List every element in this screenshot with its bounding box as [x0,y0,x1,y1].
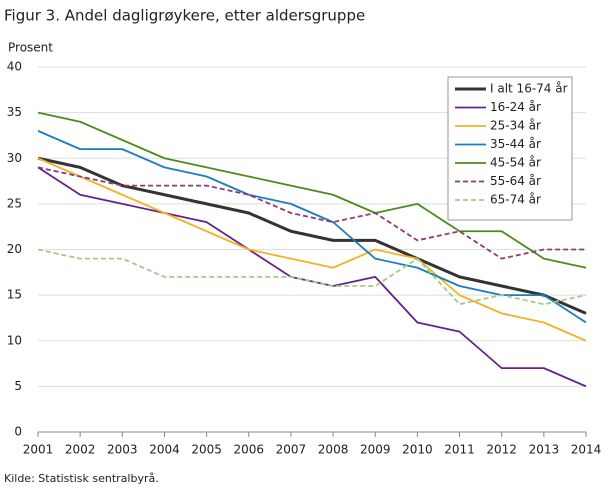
series-line [37,130,587,324]
series-line [37,111,587,269]
source: Kilde: Statistisk sentralbyrå. [4,472,159,485]
y-axis-label: Prosent [8,41,53,55]
legend-label: 16-24 år [490,100,541,114]
legend-label: 35-44 år [490,137,541,151]
series-line [37,157,587,342]
y-tick-label: 5 [14,379,22,393]
chart-title: Figur 3. Andel dagligrøykere, etter alde… [4,7,365,25]
legend-label: 65-74 år [490,193,541,207]
x-tick-label: 2002 [65,443,96,457]
y-tick-label: 15 [7,288,22,302]
x-tick-label: 2001 [23,443,54,457]
legend-label: 55-64 år [490,174,541,188]
x-tick-label: 2012 [486,443,517,457]
y-tick-label: 10 [7,333,22,347]
x-tick-label: 2011 [444,443,475,457]
legend-label: 25-34 år [490,119,541,133]
y-tick-label: 40 [7,60,22,74]
x-tick-label: 2009 [360,443,391,457]
x-tick-label: 2007 [276,443,307,457]
series-line [37,156,587,315]
series-line [37,166,587,388]
series-line [37,166,586,260]
y-tick-label: 20 [7,242,22,256]
legend-label: 45-54 år [490,156,541,170]
legend-box [447,76,573,221]
series-line [37,248,587,306]
x-tick-label: 2005 [191,443,222,457]
y-tick-label: 0 [14,425,22,439]
x-tick-label: 2010 [402,443,433,457]
y-tick-label: 25 [7,196,22,210]
x-tick-label: 2006 [233,443,264,457]
x-tick-label: 2008 [318,443,349,457]
y-tick-label: 35 [7,105,22,119]
y-tick-label: 30 [7,151,22,165]
x-tick-label: 2003 [107,443,138,457]
x-tick-label: 2014 [571,443,602,457]
legend-label: I alt 16-74 år [490,82,568,96]
x-tick-label: 2013 [529,443,560,457]
x-tick-label: 2004 [149,443,180,457]
